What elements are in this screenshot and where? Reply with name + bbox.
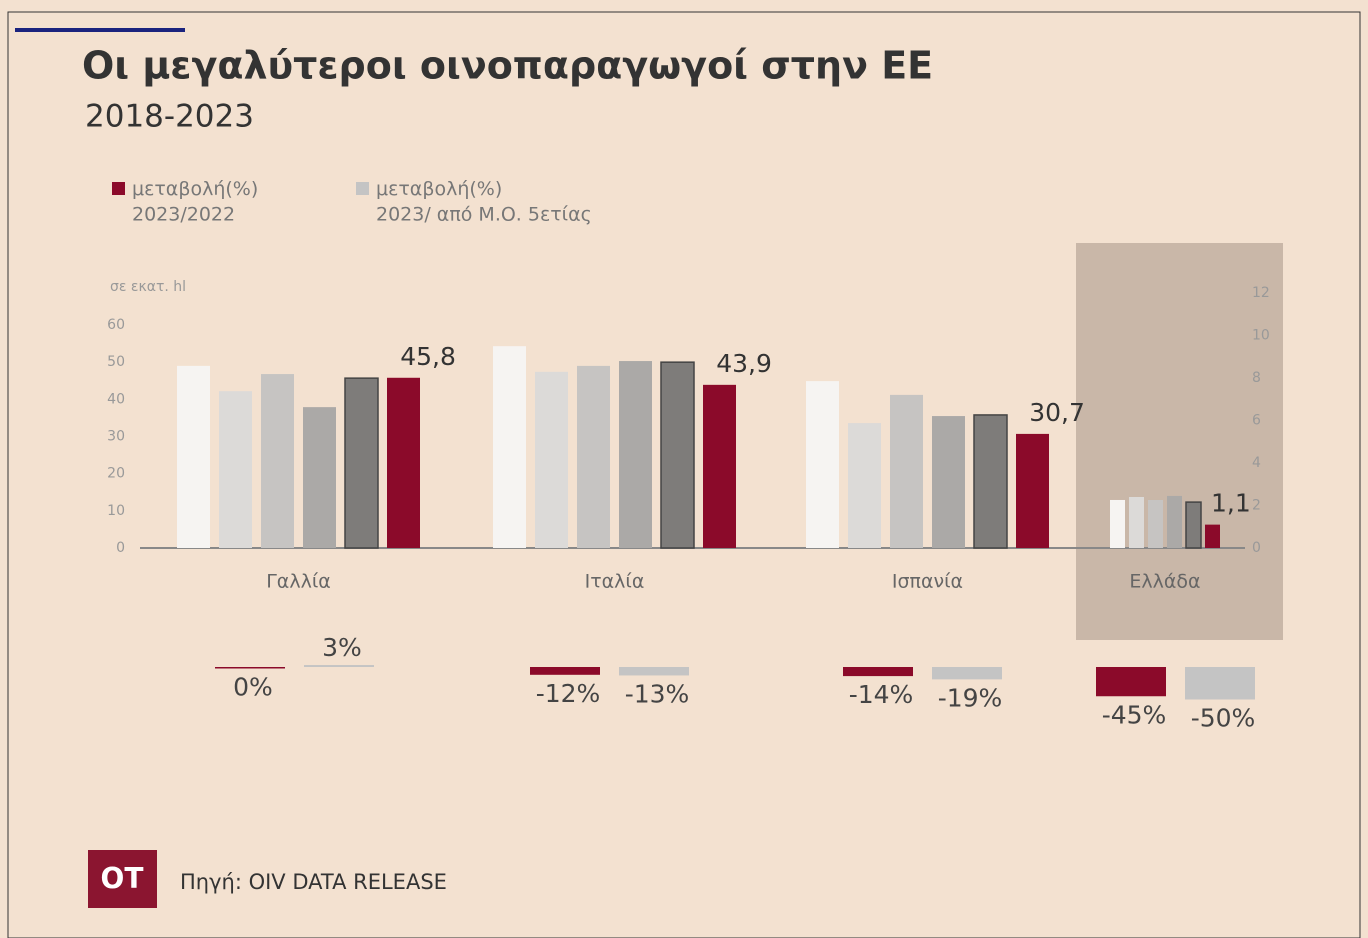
y-tick-label: 2: [1252, 498, 1261, 514]
bar: [219, 391, 252, 548]
x-tick-label: Ιταλία: [585, 571, 645, 593]
y-tick-label: 4: [1252, 455, 1261, 471]
bar: [848, 423, 881, 548]
change-bar: [619, 667, 689, 676]
x-tick-label: Ισπανία: [892, 571, 963, 593]
bar: [1205, 524, 1220, 548]
legend-swatch: [112, 182, 125, 195]
bar: [890, 394, 923, 548]
value-label: 45,8: [400, 342, 456, 371]
bar: [1167, 495, 1182, 548]
value-label: 43,9: [716, 349, 772, 378]
change-bar: [530, 667, 600, 675]
y-tick-label: 50: [107, 354, 125, 370]
legend-label: μεταβολή(%) 2023/2022: [132, 178, 258, 226]
y-tick-label: 12: [1252, 285, 1270, 301]
bar: [493, 346, 526, 548]
bar: [973, 414, 1008, 549]
value-label: 3%: [322, 633, 362, 662]
legend-swatch: [356, 182, 369, 195]
bar: [535, 371, 568, 548]
value-label: -13%: [625, 679, 690, 708]
chart-title: Οι μεγαλύτεροι οινοπαραγωγοί στην ΕΕ: [82, 44, 933, 88]
y-tick-label: 0: [1252, 540, 1261, 556]
value-label: 30,7: [1029, 398, 1085, 427]
change-bar: [304, 665, 374, 667]
y-tick-label: 30: [107, 429, 125, 445]
y-tick-label: 8: [1252, 370, 1261, 386]
bar: [261, 374, 294, 548]
logo-box: [88, 850, 157, 908]
chart-subtitle: 2018-2023: [85, 99, 254, 135]
y-tick-label: 20: [107, 466, 125, 482]
greece-panel: [1076, 243, 1283, 640]
bar: [1129, 497, 1144, 548]
frame: [7, 11, 1361, 938]
bar: [303, 407, 336, 548]
bar: [806, 381, 839, 548]
y-tick-label: 0: [116, 540, 125, 556]
bar: [1110, 499, 1125, 548]
bar: [1185, 501, 1202, 549]
y-tick-label: 6: [1252, 413, 1261, 429]
value-label: 0%: [233, 673, 273, 702]
change-bar: [932, 667, 1002, 680]
bar: [387, 377, 420, 548]
bar: [344, 377, 379, 549]
value-label: -14%: [849, 680, 914, 709]
logo: ΟΤ: [101, 862, 144, 895]
value-label: -19%: [938, 683, 1003, 712]
change-bar: [1096, 667, 1166, 697]
bar: [660, 361, 695, 549]
bar: [1148, 499, 1163, 548]
bar: [177, 365, 210, 548]
y-tick-label: 60: [107, 317, 125, 333]
y-tick-label: 10: [1252, 328, 1270, 344]
value-label: -45%: [1102, 700, 1167, 729]
x-tick-label: Γαλλία: [266, 571, 331, 593]
change-bar: [215, 667, 285, 669]
bar: [577, 365, 610, 548]
bar: [1016, 433, 1049, 548]
legend-label: μεταβολή(%) 2023/ από Μ.Ο. 5ετίας: [376, 178, 592, 226]
change-bar: [843, 667, 913, 677]
value-label: 1,1: [1211, 489, 1251, 518]
y-tick-label: 40: [107, 391, 125, 407]
bar: [619, 361, 652, 548]
x-tick-label: Ελλάδα: [1129, 571, 1200, 593]
bar: [932, 416, 965, 548]
y-tick-label: 10: [107, 503, 125, 519]
bar: [703, 384, 736, 548]
value-label: -50%: [1191, 704, 1256, 733]
value-label: -12%: [536, 679, 601, 708]
change-bar: [1185, 667, 1255, 700]
y-axis-label: σε εκατ. hl: [110, 279, 186, 295]
source: Πηγή: OIV DATA RELEASE: [180, 870, 447, 894]
